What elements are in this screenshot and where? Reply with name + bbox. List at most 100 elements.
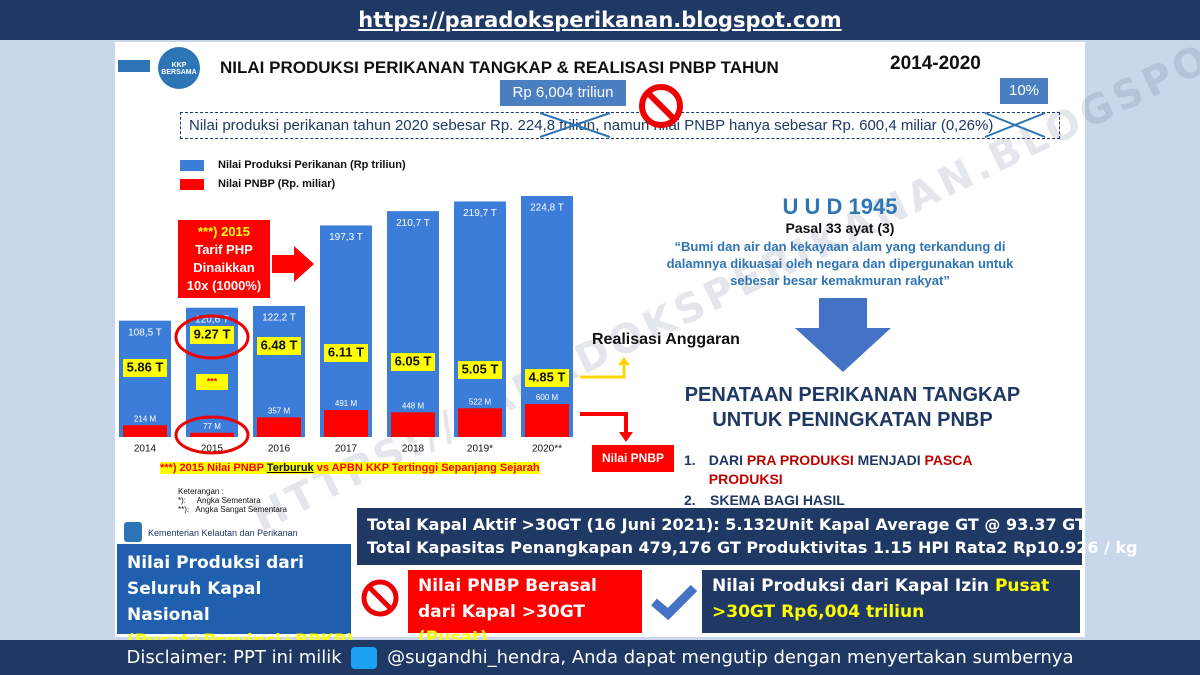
value-label: 108,5 T: [128, 327, 162, 338]
ratio-label: 6.05 T: [395, 353, 432, 368]
bar: [190, 432, 234, 437]
value-label: 448 M: [402, 401, 425, 410]
x-tick-label: 2020**: [532, 444, 562, 455]
central-text: Nilai Produksi dari Kapal Izin: [712, 576, 995, 596]
logo: KKP BERSAMA: [158, 47, 200, 89]
tariff-line: Dinaikkan: [193, 260, 255, 275]
footer: Disclaimer: PPT ini milik @sugandhi_hend…: [0, 640, 1200, 675]
tariff-line: Tarif PHP: [195, 242, 253, 257]
ratio-label: 6.48 T: [261, 337, 298, 352]
chart: 108,5 T 214 M 5.86 T 2014 120,6 T 77 M 9.27 T 2…: [119, 196, 573, 455]
uud-title: U U D 1945: [782, 194, 898, 219]
footnote-emph: Terburuk: [266, 462, 314, 474]
title: NILAI PRODUKSI PERIKANAN TANGKAP & REALI…: [220, 58, 779, 77]
footnote-key: Keterangan : *): Angka Sementara **): Angk…: [178, 478, 287, 523]
fleet-box: Total Kapal Aktif >30GT (16 Juni 2021): …: [357, 508, 1138, 565]
footer-left: Disclaimer: PPT ini milik: [126, 647, 342, 668]
ratio-bg: [458, 361, 502, 379]
legend-swatch: [180, 178, 204, 190]
value-label: 522 M: [469, 397, 492, 406]
fleet-line: Total Kapasitas Penangkapan 479,176 GT P…: [367, 538, 1138, 557]
ratio-label: 9.27 T: [194, 326, 231, 341]
stars-bg: [196, 374, 228, 390]
tariff-line: 10x (1000%): [186, 278, 262, 293]
x-tick-label: 2015: [201, 444, 224, 455]
plan-part: DARI: [708, 452, 747, 468]
ratio-bg: [525, 369, 569, 387]
central-box: Nilai Produksi dari Kapal Izin Pusat >30G…: [702, 570, 1080, 633]
x-tick-label: 2017: [335, 444, 358, 455]
value-label: 120,6 T: [195, 314, 229, 325]
highlight: [174, 415, 250, 455]
value-label: 357 M: [268, 406, 291, 415]
key-title: Keterangan :: [178, 487, 224, 496]
ministry-label: Kementerian Kelautan dan Perikanan: [148, 528, 298, 538]
ministry-logo: [124, 522, 142, 542]
plan-part: PASCA PRODUKSI: [708, 452, 972, 487]
plan-title: PENATAAN PERIKANAN TANGKAP UNTUK PENINGK…: [684, 384, 1021, 431]
plan-part: MENJADI: [853, 452, 925, 468]
twitter-icon[interactable]: [351, 647, 378, 669]
title-bar-accent: [118, 60, 150, 72]
value-label: 122,2 T: [262, 313, 296, 324]
bar: [525, 404, 569, 437]
ratio-label: 4.85 T: [529, 369, 566, 384]
value-label: 600 M: [536, 393, 559, 402]
key-item: **): Angka Sangat Sementara: [178, 505, 287, 514]
x-tick-label: 2014: [134, 444, 157, 455]
plan-item: 1. DARI PRA PRODUKSI MENJADI PASCA PRODUK…: [684, 451, 1034, 489]
national-box: Nilai Produksi dari Seluruh Kapal Nasion…: [117, 544, 354, 651]
no-icon: [639, 84, 683, 128]
value-label: 224,8 T: [530, 203, 564, 214]
realisasi-label: Realisasi Anggaran: [592, 331, 740, 348]
legend-label: Nilai Produksi Perikanan (Rp triliun): [218, 159, 406, 171]
tariff-line: ***) 2015: [197, 224, 251, 239]
central-emph: Pusat: [994, 576, 1050, 596]
x-tick-label: 2018: [402, 444, 425, 455]
red-arrow-down: [580, 412, 633, 442]
legend-label: Nilai PNBP (Rp. miliar): [218, 178, 336, 190]
pnbp-box: Nilai PNBP Berasal dari Kapal >30GT (Pus…: [408, 570, 642, 648]
tariff-callout: ***) 2015 Tarif PHP Dinaikkan 10x (1000%): [178, 220, 270, 298]
bar: [253, 305, 305, 437]
plan-item: 2. SKEMA BAGI HASIL: [684, 491, 1034, 510]
bar: [119, 320, 171, 437]
strike-marks: [539, 112, 1046, 138]
plan-part: PRA PRODUKSI: [746, 452, 854, 468]
check-icon: [651, 584, 698, 620]
uud-quote: “Bumi dan air dan kekayaan alam yang ter…: [666, 239, 1014, 288]
fleet-line: Total Kapal Aktif >30GT (16 Juni 2021): …: [367, 515, 1086, 534]
title-years: 2014-2020: [890, 53, 981, 74]
national-text: Nilai Produksi dari Seluruh Kapal Nasion…: [127, 553, 304, 625]
x-tick-label: 2019*: [467, 444, 493, 455]
bar: [123, 425, 167, 437]
bar: [387, 211, 439, 437]
down-arrow: [795, 298, 891, 372]
plan-number: 2.: [684, 492, 696, 508]
header-url[interactable]: https://paradoksperikanan.blogspot.com: [0, 0, 1200, 40]
ratio-bg: [391, 353, 435, 371]
ratio-bg: [324, 344, 368, 362]
ratio-label: 5.05 T: [462, 361, 499, 376]
legend-item: Nilai PNBP (Rp. miliar): [180, 175, 406, 194]
plan-list: 1. DARI PRA PRODUKSI MENJADI PASCA PRODUK…: [684, 451, 1034, 510]
stars: ***: [207, 376, 218, 386]
bar: [257, 417, 301, 437]
legend: Nilai Produksi Perikanan (Rp triliun) Ni…: [180, 156, 406, 194]
bar: [320, 225, 372, 437]
ratio-bg: [257, 337, 301, 355]
central-rest: >30GT Rp6,004 triliun: [712, 602, 925, 622]
value-label: 210,7 T: [396, 218, 430, 229]
x-tick-label: 2016: [268, 444, 291, 455]
footer-right: @sugandhi_hendra, Anda dapat mengutip de…: [387, 647, 1074, 668]
bar: [458, 408, 502, 437]
bar: [454, 201, 506, 437]
plan-part: SKEMA BAGI HASIL: [710, 492, 845, 508]
value-label: 491 M: [335, 399, 358, 408]
uud-article: Pasal 33 ayat (3): [785, 220, 895, 236]
bar: [391, 412, 435, 437]
ratio-label: 6.11 T: [328, 344, 364, 359]
legend-item: Nilai Produksi Perikanan (Rp triliun): [180, 156, 406, 175]
key-item: *): Angka Sementara: [178, 496, 261, 505]
